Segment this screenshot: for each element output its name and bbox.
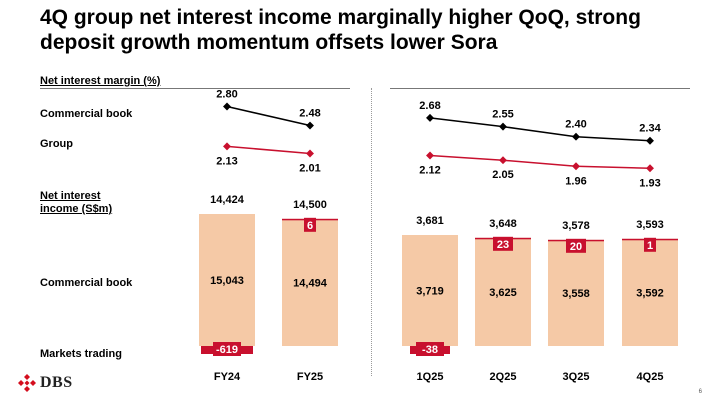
nii-header: Net interest income (S$m): [40, 190, 112, 216]
category-label: 4Q25: [637, 371, 664, 383]
category-label: FY24: [214, 371, 241, 383]
dbs-logo-icon: [18, 374, 36, 392]
nii-markets-label-box: [644, 237, 656, 252]
nii-commercial-label: 3,558: [562, 288, 590, 300]
nim-data-label: 2.48: [299, 108, 320, 120]
nii-commercial-label: 3,719: [416, 286, 444, 298]
category-label: 1Q25: [417, 371, 444, 383]
nim-point: [223, 102, 231, 111]
nii-markets-label: 1: [647, 240, 653, 252]
nii-markets-label-box: [304, 217, 316, 232]
category-label: 3Q25: [563, 371, 590, 383]
nii-commercial-label: 3,625: [489, 287, 517, 299]
nii-markets-label: -619: [216, 344, 238, 356]
category-label: 2Q25: [490, 371, 517, 383]
nim-point: [499, 122, 507, 131]
nim-point: [306, 121, 314, 130]
divider-left: [40, 88, 350, 89]
nim-line-group: [226, 145, 311, 155]
nii-markets-label: 23: [497, 239, 509, 251]
nim-header: Net interest margin (%): [40, 75, 161, 87]
nii-markets-label-box: [416, 342, 444, 356]
nim-line-commercial: [226, 105, 311, 127]
nim-point: [223, 142, 231, 151]
nim-line-group: [429, 154, 651, 170]
nii-total-label: 3,648: [489, 218, 517, 230]
dbs-logo: DBS: [18, 374, 73, 392]
nii-commercial-bar: [199, 214, 255, 346]
nim-data-label: 2.12: [419, 165, 440, 177]
logo-text: DBS: [40, 374, 73, 391]
page-title: 4Q group net interest income marginally …: [40, 5, 700, 55]
nim-data-label: 1.93: [639, 177, 660, 189]
nii-header-line-2: income (S$m): [40, 203, 113, 215]
nim-point: [646, 164, 654, 173]
nii-commercial-label: Commercial book: [40, 277, 133, 289]
nim-data-label: 1.96: [565, 175, 586, 187]
nii-total-label: 14,500: [293, 199, 327, 211]
section-separator: [371, 88, 372, 376]
title-line-1: 4Q group net interest income marginally …: [40, 6, 641, 29]
nim-data-label: 2.55: [492, 109, 513, 121]
nim-point: [426, 151, 434, 160]
nim-group-label: Group: [40, 138, 73, 150]
nii-total-label: 3,593: [636, 219, 664, 231]
nii-markets-label: 6: [307, 220, 313, 232]
nim-data-label: 2.01: [299, 163, 320, 175]
nii-commercial-label: 15,043: [210, 275, 244, 287]
nim-data-label: 2.05: [492, 169, 513, 181]
nii-markets-label: -38: [422, 344, 438, 356]
nii-markets-label-box: [566, 238, 586, 253]
title-line-2: deposit growth momentum offsets lower So…: [40, 31, 498, 54]
nim-point: [426, 113, 434, 122]
nim-line-commercial: [429, 117, 651, 142]
nii-total-label: 3,681: [416, 215, 444, 227]
page-number: 6: [698, 389, 702, 395]
nii-commercial-bar: [622, 238, 678, 346]
nii-header-line-1: Net interest: [40, 190, 101, 202]
nim-point: [572, 162, 580, 171]
nim-point: [572, 132, 580, 141]
nim-data-label: 2.68: [419, 100, 440, 112]
nii-markets-label: Markets trading: [40, 348, 122, 360]
nii-commercial-bar: [548, 239, 604, 346]
nii-commercial-bar: [282, 218, 338, 346]
nii-commercial-bar: [475, 237, 531, 346]
nim-point: [646, 136, 654, 145]
nim-point: [499, 156, 507, 165]
category-label: FY25: [297, 371, 323, 383]
nii-commercial-bar: [402, 235, 458, 346]
divider-right: [390, 88, 690, 89]
nii-commercial-label: 14,494: [293, 277, 328, 289]
nim-data-label: 2.13: [216, 155, 237, 167]
nii-commercial-label: 3,592: [636, 287, 664, 299]
nii-total-label: 3,578: [562, 220, 590, 232]
nii-markets-label: 20: [570, 241, 582, 253]
nim-data-label: 2.40: [565, 119, 586, 131]
nii-markets-label-box: [493, 236, 513, 251]
nim-data-label: 2.34: [639, 123, 661, 135]
nim-data-label: 2.80: [216, 89, 237, 101]
nim-point: [306, 149, 314, 158]
nim-commercial-label: Commercial book: [40, 108, 133, 120]
nii-total-label: 14,424: [210, 194, 245, 206]
nii-markets-label-box: [213, 342, 241, 356]
